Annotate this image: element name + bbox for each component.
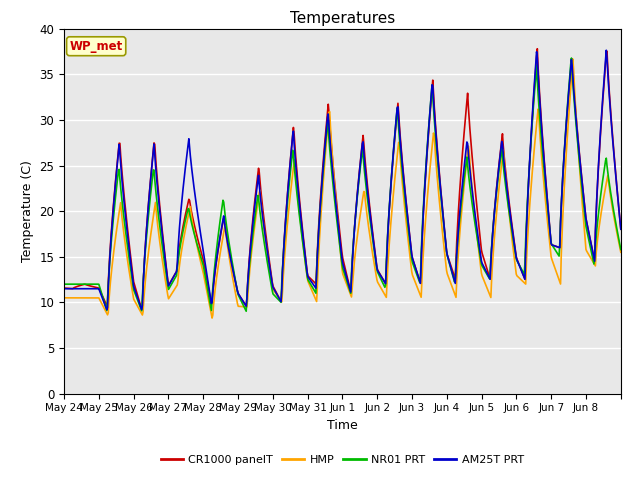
AM25T PRT (103, 307, 111, 312)
NR01 PRT (617, 247, 625, 252)
Title: Temperatures: Temperatures (290, 11, 395, 26)
NR01 PRT (60, 281, 68, 287)
CR1000 panelT (228, 264, 236, 270)
HMP (256, 187, 264, 193)
CR1000 panelT (401, 182, 408, 188)
AM25T PRT (602, 48, 610, 53)
Legend: CR1000 panelT, HMP, NR01 PRT, AM25T PRT: CR1000 panelT, HMP, NR01 PRT, AM25T PRT (156, 450, 529, 469)
X-axis label: Time: Time (327, 419, 358, 432)
NR01 PRT (432, 135, 440, 141)
HMP (208, 315, 216, 321)
AM25T PRT (401, 184, 408, 190)
AM25T PRT (432, 128, 440, 134)
AM25T PRT (277, 299, 285, 304)
NR01 PRT (277, 300, 285, 305)
AM25T PRT (228, 265, 236, 271)
CR1000 panelT (60, 285, 68, 291)
Line: AM25T PRT: AM25T PRT (64, 50, 621, 310)
CR1000 panelT (617, 227, 625, 232)
NR01 PRT (401, 190, 408, 196)
AM25T PRT (617, 227, 625, 232)
AM25T PRT (256, 190, 264, 196)
HMP (401, 203, 408, 208)
Line: NR01 PRT: NR01 PRT (64, 58, 621, 311)
CR1000 panelT (256, 179, 264, 184)
CR1000 panelT (432, 124, 440, 130)
HMP (569, 56, 577, 62)
HMP (228, 274, 236, 279)
Line: CR1000 panelT: CR1000 panelT (64, 49, 621, 310)
CR1000 panelT (534, 46, 541, 52)
CR1000 panelT (125, 242, 133, 248)
HMP (617, 250, 625, 255)
CR1000 panelT (138, 307, 145, 312)
AM25T PRT (60, 286, 68, 292)
AM25T PRT (126, 254, 134, 260)
NR01 PRT (243, 308, 250, 314)
Y-axis label: Temperature (C): Temperature (C) (21, 160, 34, 262)
Text: WP_met: WP_met (70, 40, 123, 53)
NR01 PRT (125, 257, 133, 263)
HMP (277, 298, 285, 304)
NR01 PRT (256, 209, 264, 215)
HMP (125, 269, 133, 275)
NR01 PRT (228, 256, 236, 262)
HMP (432, 156, 440, 161)
HMP (60, 295, 68, 300)
NR01 PRT (568, 55, 575, 61)
Line: HMP: HMP (64, 59, 621, 318)
CR1000 panelT (277, 299, 285, 304)
